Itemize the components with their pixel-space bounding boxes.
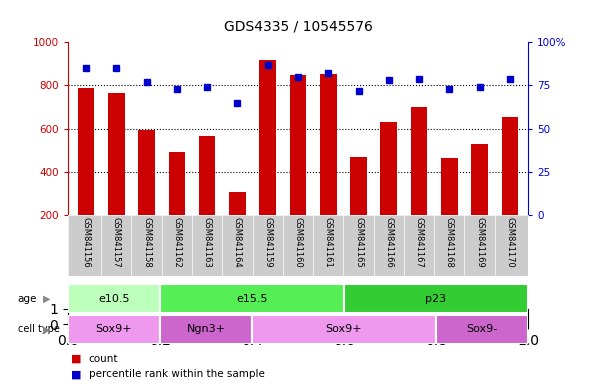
Bar — [108, 93, 124, 215]
Bar — [252, 315, 436, 344]
Text: GSM841170: GSM841170 — [506, 217, 514, 268]
Bar — [502, 117, 518, 215]
Text: e15.5: e15.5 — [236, 293, 268, 304]
Text: GSM841166: GSM841166 — [384, 217, 394, 268]
Bar — [290, 74, 306, 215]
Bar — [68, 315, 160, 344]
Text: GSM841165: GSM841165 — [354, 217, 363, 268]
Bar — [471, 144, 488, 215]
Text: GSM841167: GSM841167 — [415, 217, 424, 268]
Text: count: count — [88, 354, 118, 364]
Bar — [260, 60, 276, 215]
Text: GSM841162: GSM841162 — [172, 217, 181, 268]
Bar — [78, 88, 94, 215]
Text: GSM841157: GSM841157 — [112, 217, 121, 268]
Text: GSM841159: GSM841159 — [263, 217, 272, 268]
Bar — [381, 122, 397, 215]
Text: ■: ■ — [71, 354, 81, 364]
Text: ▶: ▶ — [44, 324, 51, 334]
Bar — [229, 192, 245, 215]
Text: GSM841164: GSM841164 — [233, 217, 242, 268]
Bar — [436, 315, 528, 344]
Text: GSM841160: GSM841160 — [293, 217, 303, 268]
Text: GSM841168: GSM841168 — [445, 217, 454, 268]
Bar — [169, 152, 185, 215]
Text: Sox9+: Sox9+ — [96, 324, 132, 334]
Bar — [441, 158, 458, 215]
Text: percentile rank within the sample: percentile rank within the sample — [88, 369, 264, 379]
Text: age: age — [18, 293, 37, 304]
Text: e10.5: e10.5 — [98, 293, 130, 304]
Bar — [350, 157, 367, 215]
Bar — [199, 136, 215, 215]
Bar — [68, 284, 160, 313]
Text: GSM841156: GSM841156 — [81, 217, 90, 268]
Text: cell type: cell type — [18, 324, 60, 334]
Text: p23: p23 — [425, 293, 447, 304]
Bar — [344, 284, 528, 313]
Text: Sox9-: Sox9- — [467, 324, 497, 334]
Text: GDS4335 / 10545576: GDS4335 / 10545576 — [224, 19, 372, 33]
Text: Sox9+: Sox9+ — [326, 324, 362, 334]
Text: ▶: ▶ — [44, 293, 51, 304]
Text: GSM841163: GSM841163 — [202, 217, 212, 268]
Bar — [160, 284, 344, 313]
Text: GSM841161: GSM841161 — [324, 217, 333, 268]
Text: ■: ■ — [71, 369, 81, 379]
Text: Ngn3+: Ngn3+ — [186, 324, 225, 334]
Bar — [411, 107, 427, 215]
Text: GSM841169: GSM841169 — [475, 217, 484, 268]
Bar — [320, 74, 336, 215]
Text: GSM841158: GSM841158 — [142, 217, 151, 268]
Bar — [138, 130, 155, 215]
Bar — [160, 315, 252, 344]
